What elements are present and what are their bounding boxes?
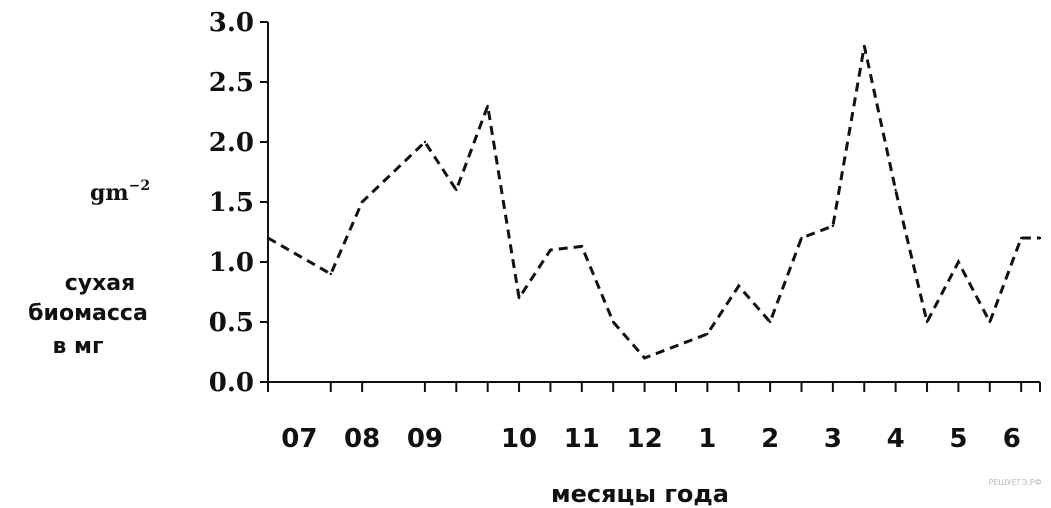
x-tick-label: 11 [564, 424, 600, 454]
data-point [1019, 236, 1023, 240]
data-point [800, 236, 803, 240]
data-point [266, 236, 270, 240]
y-tick-label: 1.0 [209, 248, 254, 278]
data-point [612, 320, 615, 324]
x-tick-label: 08 [344, 424, 380, 454]
y-tick-label: 1.5 [209, 188, 254, 218]
data-point [549, 248, 552, 252]
y-axis-label-line-3: в мг [52, 334, 103, 359]
data-point [360, 200, 364, 204]
data-point [957, 260, 960, 264]
data-point [925, 320, 929, 324]
series-line-0 [267, 45, 1040, 360]
x-tick-label: 5 [949, 424, 967, 454]
x-tick-label: 1 [698, 424, 716, 454]
x-tick-label: 3 [824, 424, 842, 454]
data-point [423, 140, 427, 144]
y-axis-label-line-2: биомасса [28, 301, 148, 326]
y-tick-label: 2.5 [209, 68, 254, 98]
data-point [674, 344, 678, 348]
x-tick-label: 4 [887, 424, 905, 454]
y-tick-label: 0.0 [209, 368, 254, 398]
data-point [863, 44, 866, 48]
data-point [517, 296, 521, 300]
watermark: РЕШУЕГЭ.РФ [988, 478, 1041, 487]
data-point [486, 104, 489, 108]
x-tick-label: 2 [761, 424, 779, 454]
x-tick-label: 6 [1003, 424, 1021, 454]
x-tick-label: 09 [407, 424, 443, 454]
data-point [1038, 236, 1042, 240]
x-tick-label: 07 [281, 424, 317, 454]
y-tick-label: 0.5 [209, 308, 254, 338]
data-point [988, 320, 991, 324]
x-axis-label: месяцы года [551, 480, 729, 508]
data-point [455, 188, 458, 192]
data-point [831, 224, 835, 228]
y-tick-label: 2.0 [209, 128, 254, 158]
data-point [580, 245, 584, 248]
data-point [329, 272, 332, 276]
y-axis-label-line-1: сухая [65, 271, 136, 296]
data-point [643, 356, 646, 360]
series-layer [266, 44, 1042, 360]
x-tick-label: 10 [501, 424, 537, 454]
y-axis: 0.0 0.5 1.0 1.5 2.0 2.5 3.0 [209, 8, 269, 398]
data-point [706, 332, 709, 336]
y-tick-label: 3.0 [209, 8, 254, 38]
data-point [737, 284, 740, 288]
x-tick-label: 12 [626, 424, 662, 454]
data-point [894, 188, 897, 192]
data-point [768, 320, 772, 324]
x-axis: 07 08 09 10 11 12 1 2 3 4 5 6 [267, 381, 1041, 454]
unit-label: gm−2 [90, 178, 150, 206]
